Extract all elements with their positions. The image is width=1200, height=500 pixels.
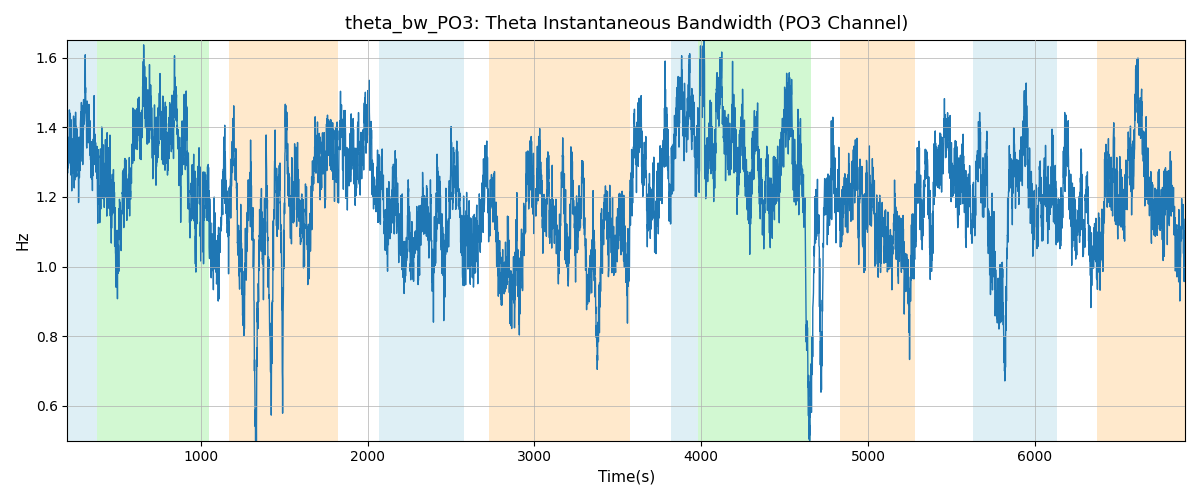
Bar — [379, 40, 464, 440]
X-axis label: Time(s): Time(s) — [598, 470, 655, 485]
Y-axis label: Hz: Hz — [16, 230, 30, 250]
Bar — [840, 40, 914, 440]
Bar — [973, 40, 1056, 440]
Bar — [1097, 40, 1186, 440]
Bar — [67, 40, 97, 440]
Bar — [698, 40, 811, 440]
Bar — [97, 40, 209, 440]
Bar — [229, 40, 337, 440]
Bar — [671, 40, 698, 440]
Title: theta_bw_PO3: Theta Instantaneous Bandwidth (PO3 Channel): theta_bw_PO3: Theta Instantaneous Bandwi… — [344, 15, 908, 34]
Bar — [490, 40, 630, 440]
